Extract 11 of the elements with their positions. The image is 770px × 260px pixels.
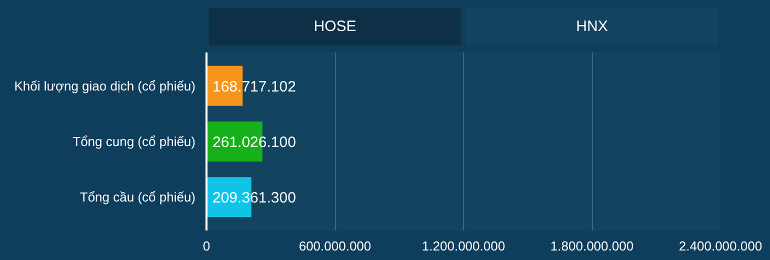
x-tick-label: 2.400.000.000 (678, 238, 762, 254)
x-tick-label: 1.200.000.000 (422, 238, 506, 254)
x-tick-label: 600.000.000 (298, 238, 372, 254)
x-tick-label: 1.800.000.000 (550, 238, 634, 254)
data-label: 261.026.100 (212, 134, 296, 151)
text: HNX (576, 18, 608, 35)
text: HOSE (314, 18, 356, 35)
y-tick-label: Tổng cầu (cổ phiếu) (80, 190, 196, 205)
x-tick-label: 0 (202, 238, 210, 254)
y-tick-label: Khối lượng giao dịch (cổ phiếu) (14, 78, 196, 94)
y-tick-label: Tổng cung (cổ phiếu) (72, 134, 196, 149)
